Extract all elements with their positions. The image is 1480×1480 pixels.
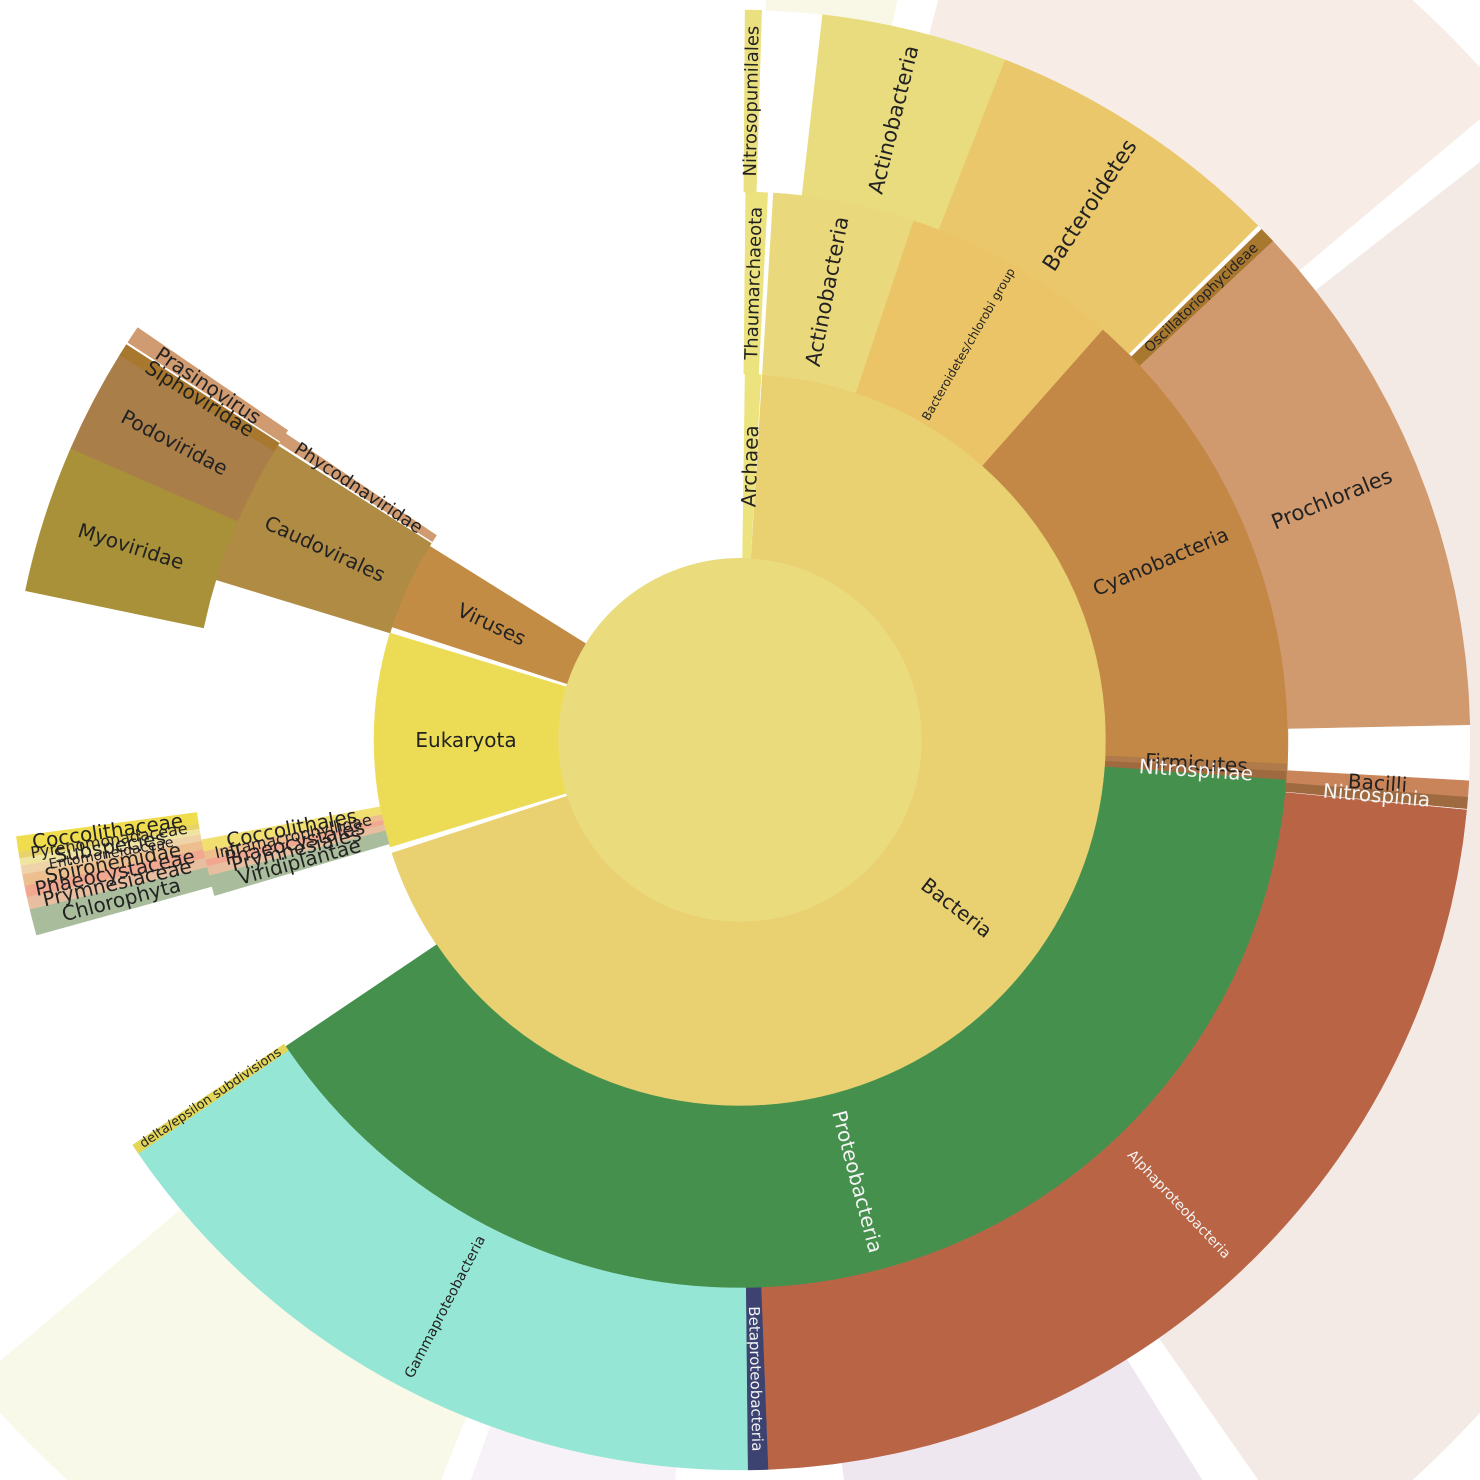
faded-outer-segment <box>841 1359 1203 1480</box>
segment-alphaproteobacteria[interactable] <box>760 792 1467 1470</box>
segment-nitrosopumilales[interactable] <box>743 9 762 193</box>
label-betaproteobacteria: Betaproteobacteria <box>745 1306 767 1451</box>
segment-bacteroidetes[interactable] <box>938 59 1259 355</box>
label-thaumarchaeota: Thaumarchaeota <box>741 206 767 360</box>
faded-outer-segment <box>1158 161 1480 1480</box>
segment-siphoviridae[interactable] <box>119 344 280 452</box>
sunburst-root[interactable] <box>558 558 922 922</box>
faded-outer-segment <box>0 1209 467 1480</box>
segment-gammaproteobacteria[interactable] <box>138 1050 748 1471</box>
label-nitrosopumilales: Nitrosopumilales <box>740 26 764 177</box>
label-bacilli: Bacilli <box>1347 769 1408 797</box>
faded-outer-segment <box>470 1425 677 1480</box>
segment-deltaepsilon[interactable] <box>132 1043 289 1154</box>
segment-prochlorales[interactable] <box>1139 240 1471 729</box>
label-firmicutes: Firmicutes <box>1144 749 1248 778</box>
faded-outer-segment <box>765 0 898 26</box>
segment-myoviridae[interactable] <box>25 448 238 629</box>
label-archaea: Archaea <box>736 425 763 508</box>
label-eukaryota: Eukaryota <box>415 728 516 752</box>
faded-outer-segment <box>928 0 1480 271</box>
sunburst-segments <box>16 9 1471 1471</box>
segment-coccolithaceae[interactable] <box>16 812 199 852</box>
segment-nitrospinia[interactable] <box>1285 782 1469 809</box>
segment-prasinovirus[interactable] <box>127 327 289 442</box>
